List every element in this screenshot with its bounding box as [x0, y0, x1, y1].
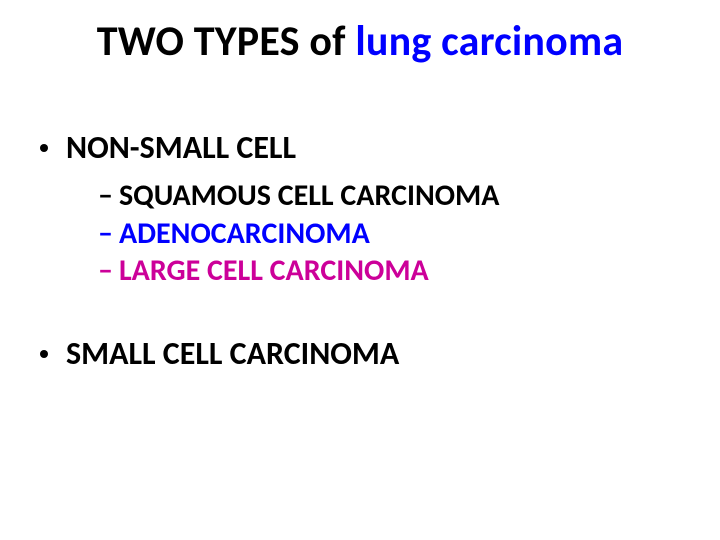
dash-icon: – — [98, 215, 113, 253]
title-part-1: TWO TYPES of — [97, 16, 356, 67]
bullet-icon — [40, 350, 48, 358]
slide-title: TWO TYPES of lung carcinoma — [0, 16, 720, 67]
list-item-label: SMALL CELL CARCINOMA — [66, 334, 399, 373]
list-item-non-small-cell: NON-SMALL CELL — [40, 128, 690, 167]
dash-icon: – — [98, 252, 113, 290]
sublist-item-label: ADENOCARCINOMA — [119, 215, 370, 253]
slide: TWO TYPES of lung carcinoma NON-SMALL CE… — [0, 0, 720, 540]
sublist-item: – SQUAMOUS CELL CARCINOMA — [98, 177, 690, 215]
bullet-icon — [40, 144, 48, 152]
dash-icon: – — [98, 177, 113, 215]
sublist-item-label: SQUAMOUS CELL CARCINOMA — [119, 177, 500, 215]
sublist-item: – LARGE CELL CARCINOMA — [98, 252, 690, 290]
spacer — [40, 290, 690, 334]
list-item-small-cell: SMALL CELL CARCINOMA — [40, 334, 690, 373]
title-part-2: lung carcinoma — [355, 16, 623, 67]
slide-body: NON-SMALL CELL – SQUAMOUS CELL CARCINOMA… — [40, 128, 690, 383]
sublist-item: – ADENOCARCINOMA — [98, 215, 690, 253]
sublist-non-small-cell: – SQUAMOUS CELL CARCINOMA – ADENOCARCINO… — [98, 177, 690, 290]
sublist-item-label: LARGE CELL CARCINOMA — [119, 252, 429, 290]
list-item-label: NON-SMALL CELL — [66, 128, 296, 167]
